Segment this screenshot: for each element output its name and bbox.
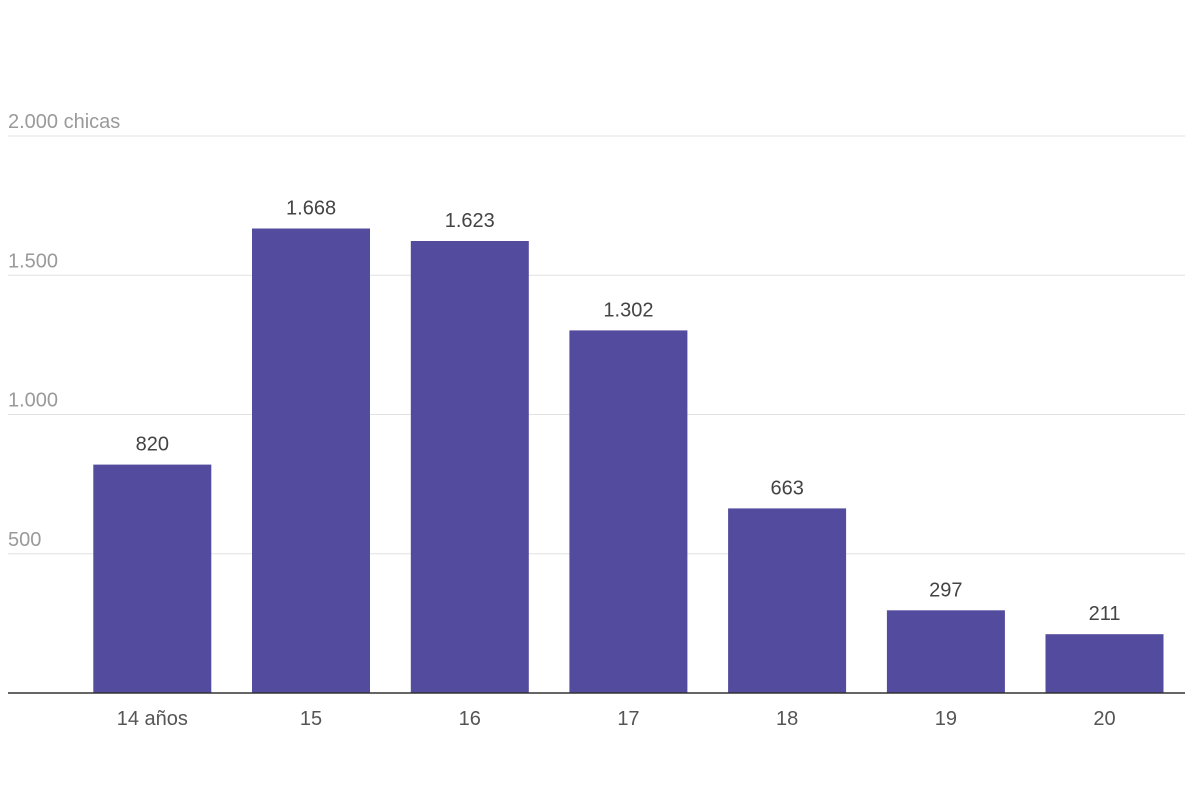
bars [93, 228, 1164, 694]
bar[interactable] [93, 464, 212, 693]
x-tick-label: 19 [935, 708, 957, 730]
bar[interactable] [1045, 634, 1164, 693]
x-tick-label: 15 [300, 708, 322, 730]
y-tick-label: 500 [8, 529, 41, 551]
bar-value-label: 820 [136, 434, 169, 456]
bar-value-label: 1.302 [603, 299, 653, 321]
bar[interactable] [252, 228, 370, 694]
y-tick-label: 2.000 chicas [8, 111, 120, 133]
bar[interactable] [410, 241, 529, 693]
bar[interactable] [886, 610, 1005, 693]
x-tick-label: 16 [459, 708, 481, 730]
bar-value-label: 1.623 [445, 210, 495, 232]
bar[interactable] [728, 508, 847, 693]
y-tick-label: 1.500 [8, 250, 58, 272]
bar-value-label: 211 [1089, 603, 1121, 625]
data-labels: 820 1.668 1.623 1.302 663 297 211 [136, 197, 1121, 625]
x-tick-label: 20 [1093, 708, 1115, 730]
x-tick-label: 17 [617, 708, 639, 730]
axes: 500 1.000 1.500 2.000 chicas 14 años 15 16 17 18… [8, 111, 1185, 730]
y-tick-label: 1.000 [8, 390, 58, 412]
x-tick-label: 14 años [117, 708, 188, 730]
bar-value-label: 1.668 [286, 197, 336, 219]
bar-value-label: 297 [929, 579, 962, 601]
x-tick-label: 18 [776, 708, 798, 730]
bar[interactable] [569, 330, 688, 693]
bar-value-label: 663 [770, 477, 803, 499]
